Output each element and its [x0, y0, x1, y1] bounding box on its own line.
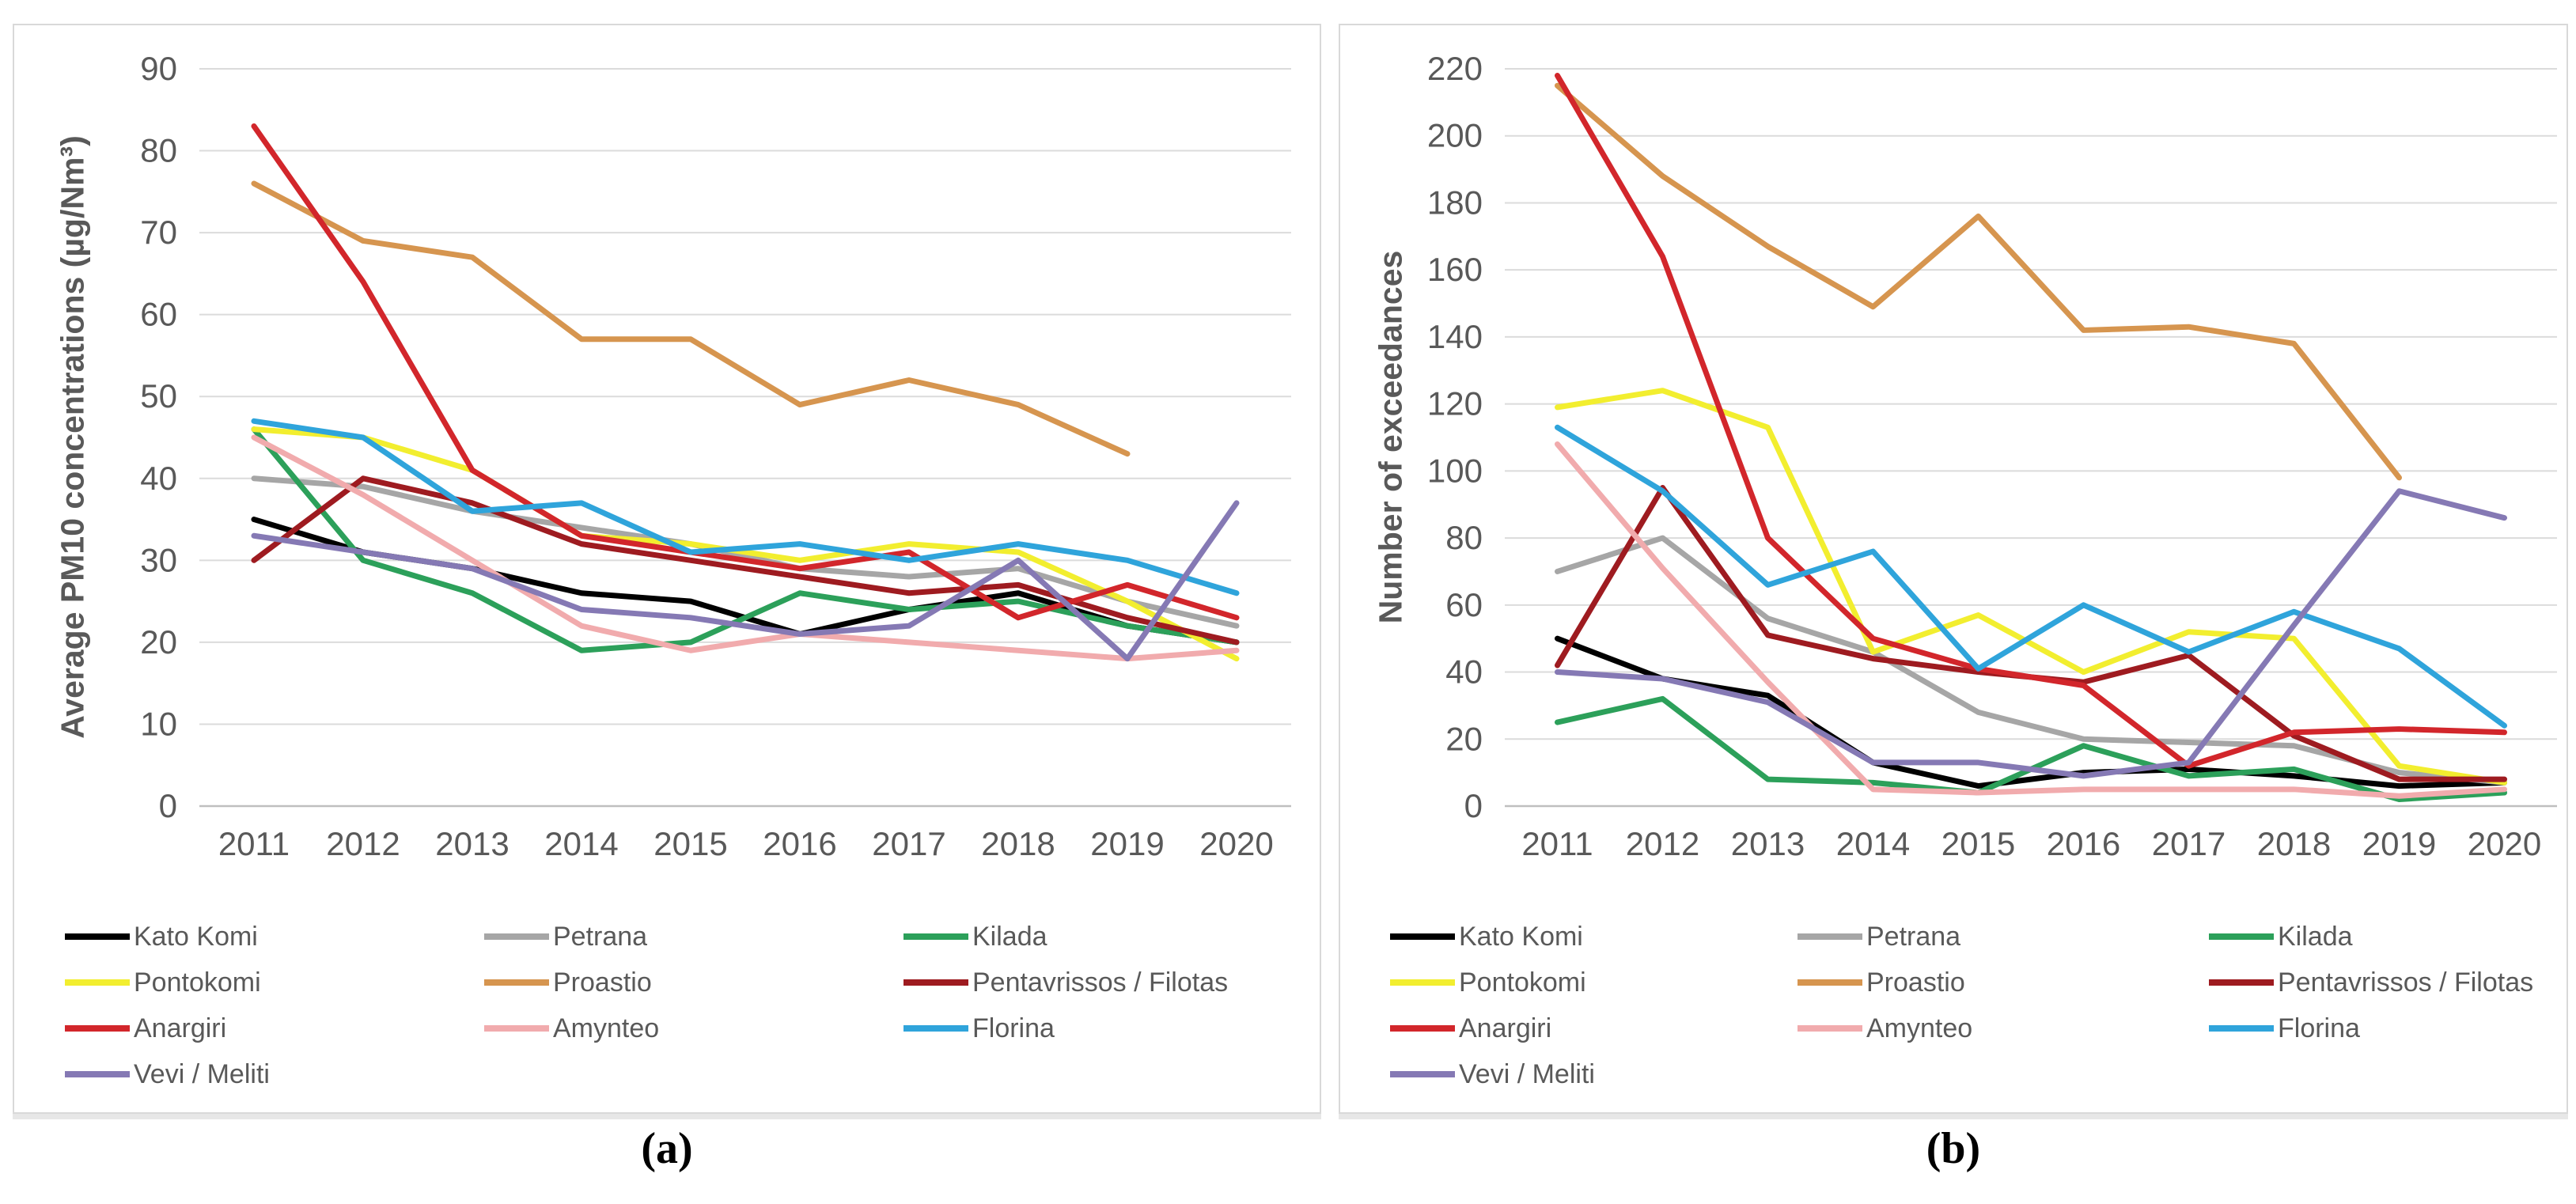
- caption-a: (a): [641, 1124, 693, 1173]
- y-tick-label: 200: [1427, 117, 1483, 154]
- series-line-amynteo: [1555, 441, 2507, 799]
- y-tick-label: 70: [140, 214, 177, 251]
- y-tick-label: 80: [1445, 519, 1483, 556]
- y-tick-label: 180: [1427, 184, 1483, 221]
- x-tick-label-2018: 2018: [981, 825, 1055, 862]
- y-tick-label: 120: [1427, 385, 1483, 422]
- series-line-amynteo: [251, 434, 1240, 662]
- series-line-florina: [251, 418, 1240, 596]
- chart-panel-a: 0 10 20 30 40 50 60 70 80 90 2011 2012 2013 2014 2015 2…: [13, 24, 1321, 1114]
- series-line-petrana: [1555, 535, 2507, 786]
- series-line-anargiri: [251, 123, 1240, 621]
- y-tick-label: 40: [140, 460, 177, 497]
- x-tick-label-2020: 2020: [1199, 825, 1273, 862]
- series-line-pontokomi: [251, 426, 1240, 662]
- caption-b: (b): [1926, 1124, 1981, 1173]
- plot-area-a: 0 10 20 30 40 50 60 70 80 90 2011 2012 2013 2014 2015 2…: [140, 50, 1291, 862]
- series-line-proastio: [1555, 82, 2402, 481]
- series-line-vevi-meliti: [251, 500, 1240, 662]
- x-tick-label-2017: 2017: [2152, 825, 2226, 862]
- y-tick-label: 90: [140, 50, 177, 87]
- plot-area-b: 0 20 40 60 80 100 120 140 160 180 200 220 2011 2012 20…: [1427, 50, 2557, 862]
- x-tick-label-2012: 2012: [1626, 825, 1699, 862]
- y-axis-title-b: Number of exceedances: [1372, 250, 1409, 624]
- x-tick-label-2011: 2011: [1521, 825, 1593, 862]
- y-tick-label: 0: [159, 787, 177, 824]
- y-tick-label: 60: [1445, 586, 1483, 623]
- x-tick-label-2017: 2017: [872, 825, 945, 862]
- y-tick-label: 0: [1464, 787, 1483, 824]
- series-line-kilada: [251, 426, 1240, 653]
- x-tick-label-2015: 2015: [1941, 825, 2015, 862]
- x-tick-label-2019: 2019: [1090, 825, 1164, 862]
- x-tick-label-2013: 2013: [1731, 825, 1805, 862]
- x-tick-label-2012: 2012: [326, 825, 400, 862]
- y-axis-title-a: Average PM10 concentrations (µg/Nm³): [54, 135, 91, 739]
- y-tick-label: 40: [1445, 653, 1483, 691]
- x-tick-label-2015: 2015: [653, 825, 727, 862]
- series-line-anargiri: [1555, 72, 2507, 769]
- y-tick-label: 30: [140, 541, 177, 578]
- y-tick-label: 60: [140, 296, 177, 333]
- series-line-kato-komi: [1555, 635, 2507, 789]
- series-line-proastio: [251, 180, 1131, 457]
- y-tick-label: 20: [140, 623, 177, 661]
- series-line-pontokomi: [1555, 388, 2507, 786]
- x-tick-label-2016: 2016: [763, 825, 836, 862]
- y-tick-label: 10: [140, 705, 177, 742]
- y-tick-label: 80: [140, 132, 177, 169]
- x-tick-label-2016: 2016: [2047, 825, 2120, 862]
- x-tick-label-2011: 2011: [218, 825, 290, 862]
- x-tick-label-2019: 2019: [2362, 825, 2436, 862]
- x-tick-label-2013: 2013: [435, 825, 509, 862]
- y-tick-label: 140: [1427, 318, 1483, 355]
- chart-panel-b: 0 20 40 60 80 100 120 140 160 180 200 220 2011 2012 20…: [1339, 24, 2568, 1114]
- y-tick-label: 160: [1427, 251, 1483, 288]
- series-line-vevi-meliti: [1555, 488, 2507, 779]
- x-tick-label-2018: 2018: [2257, 825, 2331, 862]
- x-tick-label-2014: 2014: [544, 825, 618, 862]
- y-tick-label: 20: [1445, 720, 1483, 757]
- series-line-florina: [1555, 424, 2507, 729]
- y-tick-label: 50: [140, 377, 177, 415]
- x-tick-label-2014: 2014: [1836, 825, 1910, 862]
- series-line-petrana: [251, 475, 1240, 629]
- y-tick-label: 220: [1427, 50, 1483, 87]
- y-tick-label: 100: [1427, 452, 1483, 489]
- x-tick-label-2020: 2020: [2468, 825, 2541, 862]
